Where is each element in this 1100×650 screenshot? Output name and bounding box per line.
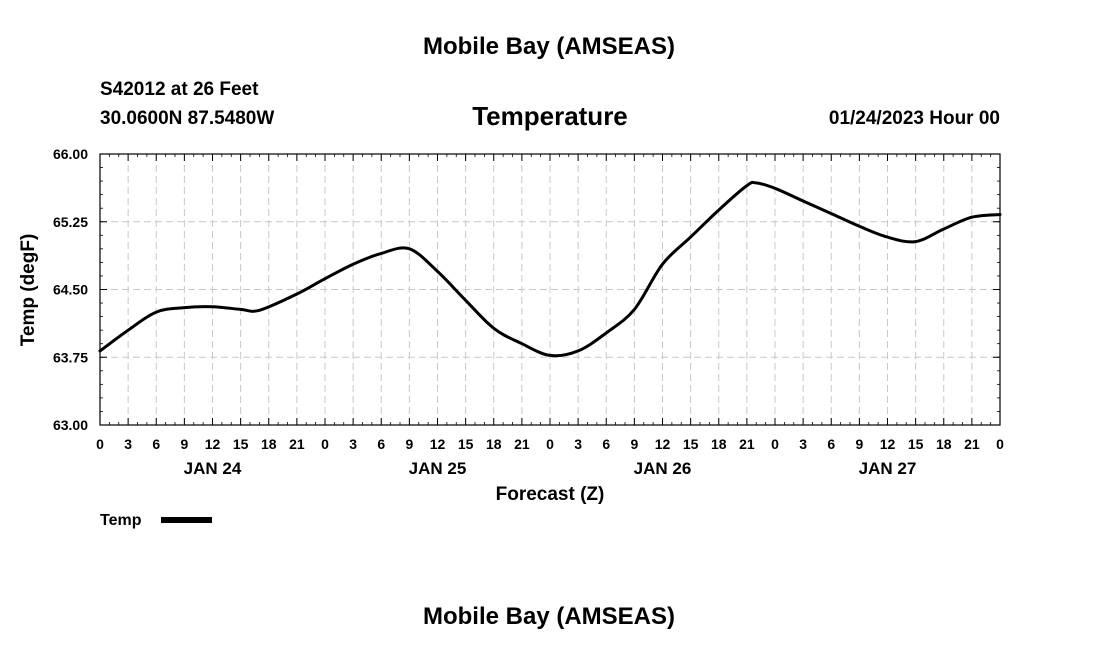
x-tick-label: 0 <box>96 436 104 452</box>
x-tick-label: 9 <box>630 436 638 452</box>
temp-series-line <box>98 180 1002 358</box>
x-tick-label: 3 <box>349 436 357 452</box>
legend-label: Temp <box>100 512 142 529</box>
x-tick-label: 15 <box>683 436 699 452</box>
x-axis-label: Forecast (Z) <box>496 484 605 505</box>
x-tick-label: 0 <box>321 436 329 452</box>
x-tick-label: 15 <box>233 436 249 452</box>
x-tick-label: 21 <box>514 436 530 452</box>
x-tick-label: 9 <box>405 436 413 452</box>
day-label: JAN 27 <box>859 459 917 478</box>
x-tick-label: 6 <box>377 436 385 452</box>
day-label: JAN 26 <box>634 459 692 478</box>
x-tick-label: 18 <box>261 436 277 452</box>
x-tick-label: 6 <box>827 436 835 452</box>
x-tick-label: 12 <box>655 436 671 452</box>
x-tick-label: 12 <box>205 436 221 452</box>
location-label: 30.0600N 87.5480W <box>100 108 274 129</box>
chart-title: Temperature <box>472 101 628 131</box>
x-tick-label: 0 <box>996 436 1004 452</box>
x-tick-label: 21 <box>964 436 980 452</box>
x-tick-label: 0 <box>771 436 779 452</box>
chart-header-title: Mobile Bay (AMSEAS) <box>423 33 675 60</box>
y-tick-label: 66.00 <box>53 146 88 162</box>
grid-lines <box>100 154 1000 425</box>
y-tick-label: 65.25 <box>53 214 88 230</box>
x-tick-label: 9 <box>855 436 863 452</box>
y-tick-label: 64.50 <box>53 282 88 298</box>
footer-title: Mobile Bay (AMSEAS) <box>423 603 675 630</box>
x-tick-label: 12 <box>880 436 896 452</box>
x-tick-label: 12 <box>430 436 446 452</box>
y-tick-label: 63.75 <box>53 349 88 365</box>
legend-swatch <box>161 517 212 523</box>
x-tick-label: 0 <box>546 436 554 452</box>
y-tick-labels: 63.00 63.75 64.50 65.25 66.00 <box>53 146 88 433</box>
x-tick-label: 6 <box>602 436 610 452</box>
y-tick-label: 63.00 <box>53 417 88 433</box>
x-tick-label: 18 <box>486 436 502 452</box>
x-tick-label: 15 <box>458 436 474 452</box>
day-labels: JAN 24 JAN 25 JAN 26 JAN 27 <box>184 459 917 478</box>
datetime-label: 01/24/2023 Hour 00 <box>829 108 1000 129</box>
x-tick-labels: 0 3 6 9 12 15 18 21 0 3 6 9 12 15 18 21 0 3 6 9 12 15 18 21 0 3 6 9… <box>96 436 1004 452</box>
x-tick-label: 21 <box>739 436 755 452</box>
x-tick-label: 18 <box>936 436 952 452</box>
x-tick-label: 6 <box>152 436 160 452</box>
x-tick-label: 3 <box>574 436 582 452</box>
x-tick-label: 3 <box>124 436 132 452</box>
x-tick-label: 15 <box>908 436 924 452</box>
x-tick-label: 21 <box>289 436 305 452</box>
station-label: S42012 at 26 Feet <box>100 79 259 100</box>
y-axis-label: Temp (degF) <box>18 234 39 347</box>
axis-ticks <box>99 153 1001 426</box>
day-label: JAN 24 <box>184 459 242 478</box>
x-tick-label: 9 <box>180 436 188 452</box>
x-tick-label: 3 <box>799 436 807 452</box>
day-label: JAN 25 <box>409 459 467 478</box>
x-tick-label: 18 <box>711 436 727 452</box>
